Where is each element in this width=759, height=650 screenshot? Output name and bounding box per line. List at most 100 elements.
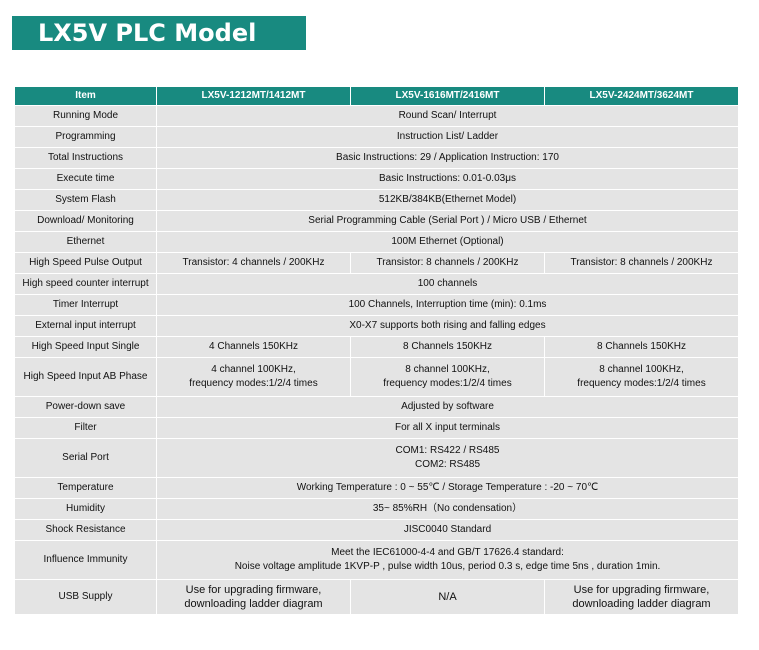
value-cell: Working Temperature : 0 ~ 55℃ / Storage … [157,478,738,498]
cell-line: COM2: RS485 [414,459,481,470]
item-cell: Ethernet [15,232,156,252]
cell-line: X0-X7 supports both rising and falling e… [349,320,546,331]
table-row: Filter For all X input terminals [15,418,738,438]
cell-line: Basic Instructions: 0.01-0.03μs [379,173,516,184]
cell-line: Adjusted by software [401,401,494,412]
column-header: LX5V-1616MT/2416MT [351,87,544,105]
table-row: USB Supply Use for upgrading firmware, dow… [15,580,738,614]
item-cell: Influence Immunity [15,541,156,579]
value-cell: Use for upgrading firmware, downloading l… [545,580,738,614]
table-row: Programming Instruction List/ Ladder [15,127,738,147]
value-cell: Instruction List/ Ladder [157,127,738,147]
value-cell: Basic Instructions: 0.01-0.03μs [157,169,738,189]
value-cell: 8 channel 100KHz, frequency modes:1/2/4 t… [545,358,738,396]
value-cell: For all X input terminals [157,418,738,438]
table-row: Download/ Monitoring Serial Programming C… [15,211,738,231]
item-cell: Download/ Monitoring [15,211,156,231]
cell-line: Round Scan/ Interrupt [398,110,497,121]
cell-line: N/A [438,591,457,603]
item-cell: High speed counter interrupt [15,274,156,294]
spec-table: Item LX5V-1212MT/1412MT LX5V-1616MT/2416MT… [14,86,739,615]
table-row: Humidity 35~ 85%RH（No condensation） [15,499,738,519]
value-cell: Transistor: 8 channels / 200KHz [545,253,738,273]
item-cell: Shock Resistance [15,520,156,540]
table-row: Power-down save Adjusted by software [15,397,738,417]
header-row: Item LX5V-1212MT/1412MT LX5V-1616MT/2416MT… [15,87,738,105]
table-row: Influence Immunity Meet the IEC61000-4-4 … [15,541,738,579]
value-cell: 100M Ethernet (Optional) [157,232,738,252]
value-cell: 8 channel 100KHz, frequency modes:1/2/4 t… [351,358,544,396]
value-cell: 512KB/384KB(Ethernet Model) [157,190,738,210]
item-cell: Total Instructions [15,148,156,168]
cell-line: Use for upgrading firmware, [185,584,322,596]
cell-line: 35~ 85%RH（No condensation） [372,503,523,514]
table-row: High Speed Input AB Phase 4 channel 100KH… [15,358,738,396]
cell-line: frequency modes:1/2/4 times [189,378,318,389]
value-cell: 4 Channels 150KHz [157,337,350,357]
table-row: High Speed Input Single 4 Channels 150KHz… [15,337,738,357]
item-cell: High Speed Input AB Phase [15,358,156,396]
value-cell: Round Scan/ Interrupt [157,106,738,126]
item-cell: Temperature [15,478,156,498]
cell-line: JISC0040 Standard [403,524,492,535]
column-header: LX5V-2424MT/3624MT [545,87,738,105]
cell-line: 4 Channels 150KHz [209,341,298,352]
value-cell: X0-X7 supports both rising and falling e… [157,316,738,336]
table-row: Execute time Basic Instructions: 0.01-0.0… [15,169,738,189]
cell-line: frequency modes:1/2/4 times [577,378,706,389]
table-row: High Speed Pulse Output Transistor: 4 cha… [15,253,738,273]
value-cell: 100 channels [157,274,738,294]
cell-line: Transistor: 4 channels / 200KHz [182,257,325,268]
cell-line: Transistor: 8 channels / 200KHz [570,257,713,268]
cell-line: COM1: RS422 / RS485 [395,445,500,456]
item-cell: High Speed Input Single [15,337,156,357]
value-cell: 4 channel 100KHz, frequency modes:1/2/4 t… [157,358,350,396]
cell-line: 8 Channels 150KHz [597,341,686,352]
value-cell: 8 Channels 150KHz [545,337,738,357]
column-header: Item [15,87,156,105]
cell-line: Use for upgrading firmware, [573,584,710,596]
column-header: LX5V-1212MT/1412MT [157,87,350,105]
value-cell: Serial Programming Cable (Serial Port ) … [157,211,738,231]
table-row: Shock Resistance JISC0040 Standard [15,520,738,540]
cell-line: 4 channel 100KHz, [211,364,296,375]
item-cell: System Flash [15,190,156,210]
value-cell: N/A [351,580,544,614]
item-cell: Filter [15,418,156,438]
cell-line: 8 channel 100KHz, [599,364,684,375]
value-cell: 35~ 85%RH（No condensation） [157,499,738,519]
item-cell: Timer Interrupt [15,295,156,315]
title-banner: LX5V PLC Model [12,16,306,50]
cell-line: 100 Channels, Interruption time (min): 0… [348,299,547,310]
item-cell: High Speed Pulse Output [15,253,156,273]
value-cell: 100 Channels, Interruption time (min): 0… [157,295,738,315]
table-row: System Flash 512KB/384KB(Ethernet Model) [15,190,738,210]
cell-line: Instruction List/ Ladder [396,131,499,142]
value-cell: Adjusted by software [157,397,738,417]
item-cell: Execute time [15,169,156,189]
cell-line: frequency modes:1/2/4 times [383,378,512,389]
table-row: Running Mode Round Scan/ Interrupt [15,106,738,126]
value-cell: 8 Channels 150KHz [351,337,544,357]
table-row: Ethernet 100M Ethernet (Optional) [15,232,738,252]
table-row: External input interrupt X0-X7 supports b… [15,316,738,336]
table-row: Timer Interrupt 100 Channels, Interruptio… [15,295,738,315]
value-cell: Use for upgrading firmware, downloading l… [157,580,350,614]
cell-line: 100 channels [417,278,478,289]
item-cell: USB Supply [15,580,156,614]
table-row: High speed counter interrupt 100 channels [15,274,738,294]
cell-line: Working Temperature : 0 ~ 55℃ / Storage … [296,482,599,493]
table-row: Total Instructions Basic Instructions: 29… [15,148,738,168]
cell-line: Serial Programming Cable (Serial Port ) … [308,215,587,226]
cell-line: Meet the IEC61000-4-4 and GB/T 17626.4 s… [331,547,564,558]
item-cell: Power-down save [15,397,156,417]
cell-line: 512KB/384KB(Ethernet Model) [378,194,517,205]
table-row: Serial Port COM1: RS422 / RS485 COM2: RS48… [15,439,738,477]
item-cell: Programming [15,127,156,147]
item-cell: Humidity [15,499,156,519]
value-cell: Basic Instructions: 29 / Application Ins… [157,148,738,168]
cell-line: For all X input terminals [394,422,501,433]
item-cell: External input interrupt [15,316,156,336]
cell-line: Basic Instructions: 29 / Application Ins… [336,152,559,163]
